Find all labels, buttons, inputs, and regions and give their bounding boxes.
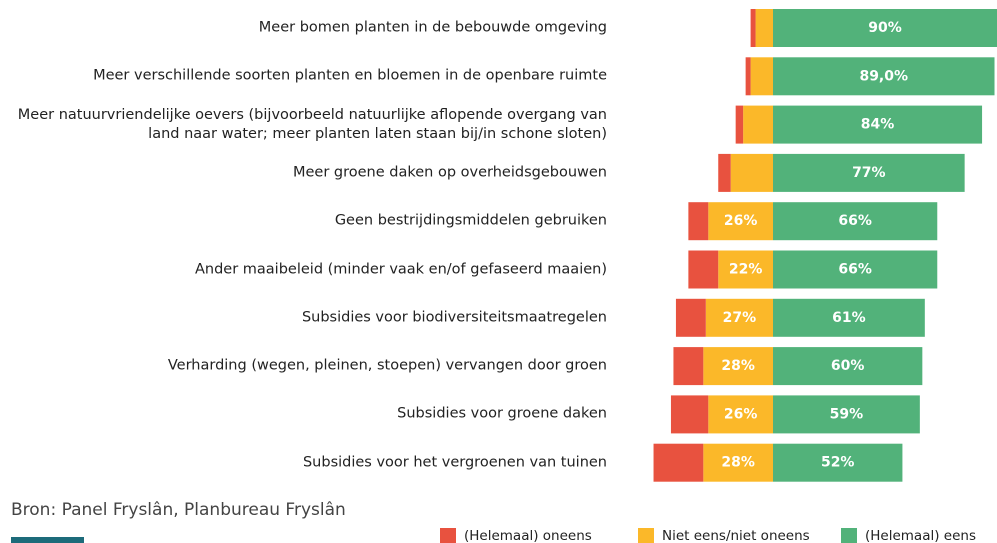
legend-swatch	[638, 528, 654, 543]
bar-segment	[773, 105, 983, 144]
category-label: Verharding (wegen, pleinen, stoepen) ver…	[167, 357, 607, 374]
category-label: Subsidies voor biodiversiteitsmaatregele…	[301, 309, 607, 326]
bar-segment	[773, 395, 920, 434]
value-label: 90%	[868, 20, 902, 36]
value-label: 84%	[861, 117, 895, 133]
value-label: 66%	[838, 213, 872, 229]
bar-segment	[750, 9, 756, 47]
logo-bar	[11, 537, 84, 543]
value-label: 26%	[724, 213, 758, 229]
legend-label: Niet eens/niet oneens	[662, 528, 810, 543]
bar-segment	[670, 395, 709, 434]
bar-segment	[773, 298, 925, 337]
legend-swatch	[440, 528, 456, 543]
bar-segment	[773, 443, 903, 482]
value-label: 77%	[852, 165, 886, 181]
bar-segment	[718, 250, 773, 289]
bar-segment	[773, 57, 995, 96]
category-label: Meer natuurvriendelijke oevers (bijvoorb…	[17, 106, 607, 142]
category-label: Subsidies voor groene daken	[397, 405, 607, 422]
legend-label: (Helemaal) eens	[865, 528, 976, 543]
bar-segment	[673, 347, 704, 386]
category-label: Meer bomen planten in de bebouwde omgevi…	[258, 19, 607, 36]
value-label: 66%	[838, 262, 872, 278]
category-label: Geen bestrijdingsmiddelen gebruiken	[334, 212, 607, 229]
bar-segment	[703, 347, 773, 386]
value-label: 28%	[721, 455, 755, 471]
category-label: Meer groene daken op overheidsgebouwen	[293, 164, 607, 181]
bar-segment	[735, 105, 744, 144]
value-label: 22%	[729, 262, 763, 278]
bar-segment	[773, 153, 965, 192]
source: Bron: Panel Fryslân, Planbureau Fryslân	[11, 500, 346, 520]
bar-segment	[703, 443, 773, 482]
bar-segment	[743, 105, 773, 144]
legend-swatch	[841, 528, 857, 543]
bar-segment	[755, 9, 773, 47]
value-label: 26%	[724, 406, 758, 422]
category-label: Meer verschillende soorten planten en bl…	[93, 67, 607, 84]
value-label: 52%	[821, 455, 855, 471]
legend-label: (Helemaal) oneens	[464, 528, 592, 543]
bar-segment	[773, 9, 997, 47]
bar-segment	[708, 202, 773, 241]
bar-segment	[750, 57, 773, 96]
value-label: 27%	[723, 310, 757, 326]
bar-segment	[675, 298, 706, 337]
bar-segment	[708, 395, 773, 434]
bar-segment	[688, 202, 709, 241]
bar-segment	[773, 347, 923, 386]
value-label: 60%	[831, 358, 865, 374]
category-label: Subsidies voor het vergroenen van tuinen	[302, 454, 607, 471]
value-label: 28%	[721, 358, 755, 374]
bar-segment	[705, 298, 773, 337]
category-label: Ander maaibeleid (minder vaak en/of gefa…	[194, 261, 607, 277]
bar-segment	[773, 250, 938, 289]
bar-segment	[718, 153, 731, 192]
value-label: 61%	[832, 310, 866, 326]
bar-segment	[745, 57, 751, 96]
bar-segment	[688, 250, 719, 289]
bar-segment	[773, 202, 938, 241]
bar-segment	[653, 443, 704, 482]
value-label: 89,0%	[859, 68, 908, 84]
bar-segment	[730, 153, 773, 192]
value-label: 59%	[830, 406, 864, 422]
